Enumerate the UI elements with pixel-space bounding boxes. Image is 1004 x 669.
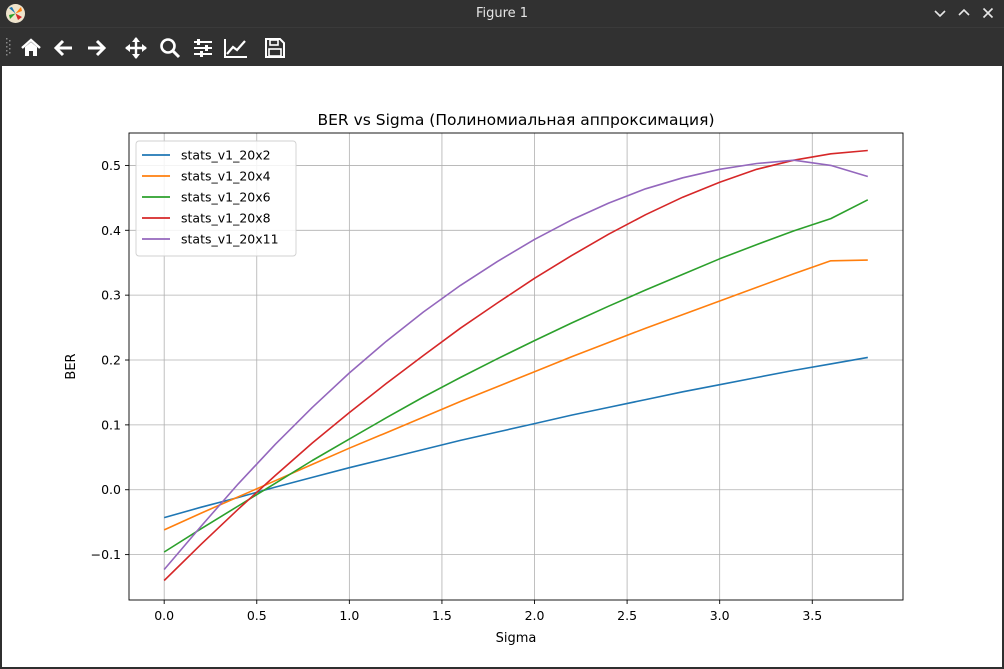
legend-label-stats_v1_20x6: stats_v1_20x6 bbox=[181, 190, 271, 205]
axes-edit-icon[interactable] bbox=[223, 35, 249, 61]
x-tick-label: 2.5 bbox=[617, 608, 637, 623]
series-line-stats_v1_20x4 bbox=[163, 259, 868, 531]
x-tick-label: 1.5 bbox=[432, 608, 452, 623]
x-tick-label: 2.0 bbox=[525, 608, 545, 623]
toolbar bbox=[0, 27, 1004, 66]
y-tick-label: 0.1 bbox=[101, 417, 121, 432]
maximize-icon[interactable] bbox=[956, 5, 972, 21]
y-tick-label: −0.1 bbox=[91, 547, 121, 562]
line-chart[interactable]: 0.0 0.5 1.0 1.5 2.0 2.5 3.0 3.5 −0.1 0.0 0.1 0.2 0.3… bbox=[2, 66, 1002, 667]
pan-icon[interactable] bbox=[123, 35, 149, 61]
close-icon[interactable] bbox=[980, 5, 996, 21]
y-axis-label: BER bbox=[64, 353, 79, 379]
y-tick-label: 0.4 bbox=[101, 223, 121, 238]
legend-box bbox=[135, 140, 297, 257]
zoom-icon[interactable] bbox=[157, 35, 183, 61]
legend-label-stats_v1_20x2: stats_v1_20x2 bbox=[181, 148, 271, 163]
subplots-icon[interactable] bbox=[190, 35, 216, 61]
y-tick-label: 0.3 bbox=[101, 288, 121, 303]
minimize-icon[interactable] bbox=[932, 5, 948, 21]
toolbar-handle-icon[interactable] bbox=[5, 37, 11, 57]
series-line-stats_v1_20x8 bbox=[163, 149, 868, 582]
x-tick-label: 3.5 bbox=[802, 608, 822, 623]
x-tick-label: 3.0 bbox=[710, 608, 730, 623]
x-tick-label: 0.0 bbox=[154, 608, 174, 623]
axes-frame bbox=[128, 132, 904, 601]
back-arrow-icon[interactable] bbox=[51, 35, 77, 61]
series-line-stats_v1_20x6 bbox=[163, 199, 869, 553]
chart-title: BER vs Sigma (Полиномиальная аппроксимац… bbox=[317, 111, 714, 129]
forward-arrow-icon[interactable] bbox=[83, 35, 109, 61]
x-tick-label: 1.0 bbox=[339, 608, 359, 623]
series-line-stats_v1_20x2 bbox=[163, 356, 868, 519]
x-axis-label: Sigma bbox=[496, 631, 537, 646]
series-line-stats_v1_20x11 bbox=[163, 159, 869, 571]
app-logo-icon bbox=[6, 4, 25, 23]
figure-canvas[interactable]: 0.0 0.5 1.0 1.5 2.0 2.5 3.0 3.5 −0.1 0.0 0.1 0.2 0.3… bbox=[2, 66, 1002, 667]
legend-label-stats_v1_20x4: stats_v1_20x4 bbox=[181, 169, 271, 184]
legend-label-stats_v1_20x11: stats_v1_20x11 bbox=[181, 232, 279, 247]
y-tick-label: 0.2 bbox=[101, 353, 121, 368]
legend-label-stats_v1_20x8: stats_v1_20x8 bbox=[181, 211, 271, 226]
title-bar[interactable]: Figure 1 bbox=[0, 0, 1004, 27]
window-title: Figure 1 bbox=[475, 6, 529, 21]
y-tick-label: 0.5 bbox=[101, 158, 121, 173]
home-icon[interactable] bbox=[18, 35, 44, 61]
save-icon[interactable] bbox=[262, 35, 288, 61]
x-tick-label: 0.5 bbox=[247, 608, 267, 623]
y-tick-label: 0.0 bbox=[101, 482, 121, 497]
